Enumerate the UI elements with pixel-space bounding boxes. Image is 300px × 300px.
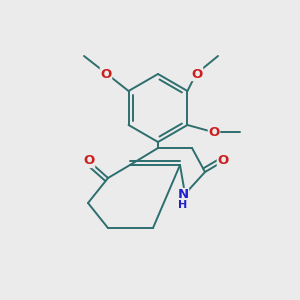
Text: N: N	[177, 188, 189, 202]
Text: O: O	[83, 154, 94, 167]
Text: O: O	[208, 125, 220, 139]
Text: H: H	[178, 200, 188, 210]
Text: O: O	[100, 68, 112, 80]
Text: O: O	[191, 68, 203, 80]
Text: O: O	[218, 154, 229, 167]
